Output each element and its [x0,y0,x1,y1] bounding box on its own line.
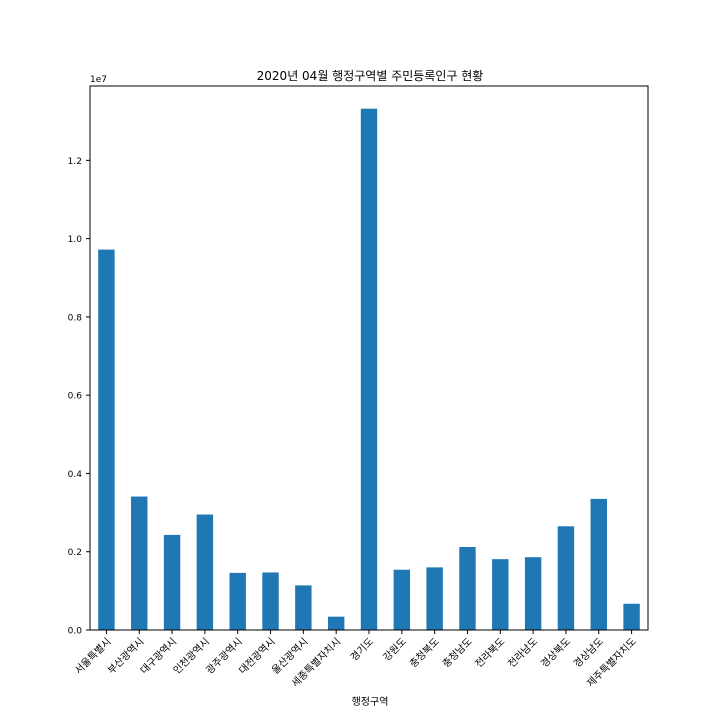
bar [393,569,411,630]
bar [295,585,312,630]
bar [196,514,214,630]
y-axis: 0.0 0.2 0.4 0.6 0.8 1.0 1.2 [68,157,90,637]
axis-offset-label: 1e7 [90,75,107,85]
y-tick-label: 0.6 [68,392,83,402]
bar [262,572,279,630]
bar [459,547,476,630]
bar [492,559,509,630]
bar [98,249,115,630]
plot-frame [89,85,649,631]
bar [229,572,246,630]
bar [623,603,640,630]
y-tick-label: 1.2 [68,157,82,167]
bar [327,616,345,630]
y-tick-label: 0.2 [68,548,82,558]
bar [131,496,148,630]
y-tick-label: 0.8 [68,313,83,323]
y-tick-label: 0.4 [68,470,83,480]
bar [360,108,378,630]
bar [163,534,181,630]
y-tick-label: 1.0 [68,235,83,245]
x-axis-label: 행정구역 [352,696,389,708]
y-tick-label: 0.0 [68,627,83,637]
bar [426,567,443,630]
bar [524,557,542,630]
bars-group [98,108,640,630]
bar [590,498,607,630]
chart-title: 2020년 04월 행정구역별 주민등록인구 현황 [257,68,484,83]
bar [557,526,575,630]
